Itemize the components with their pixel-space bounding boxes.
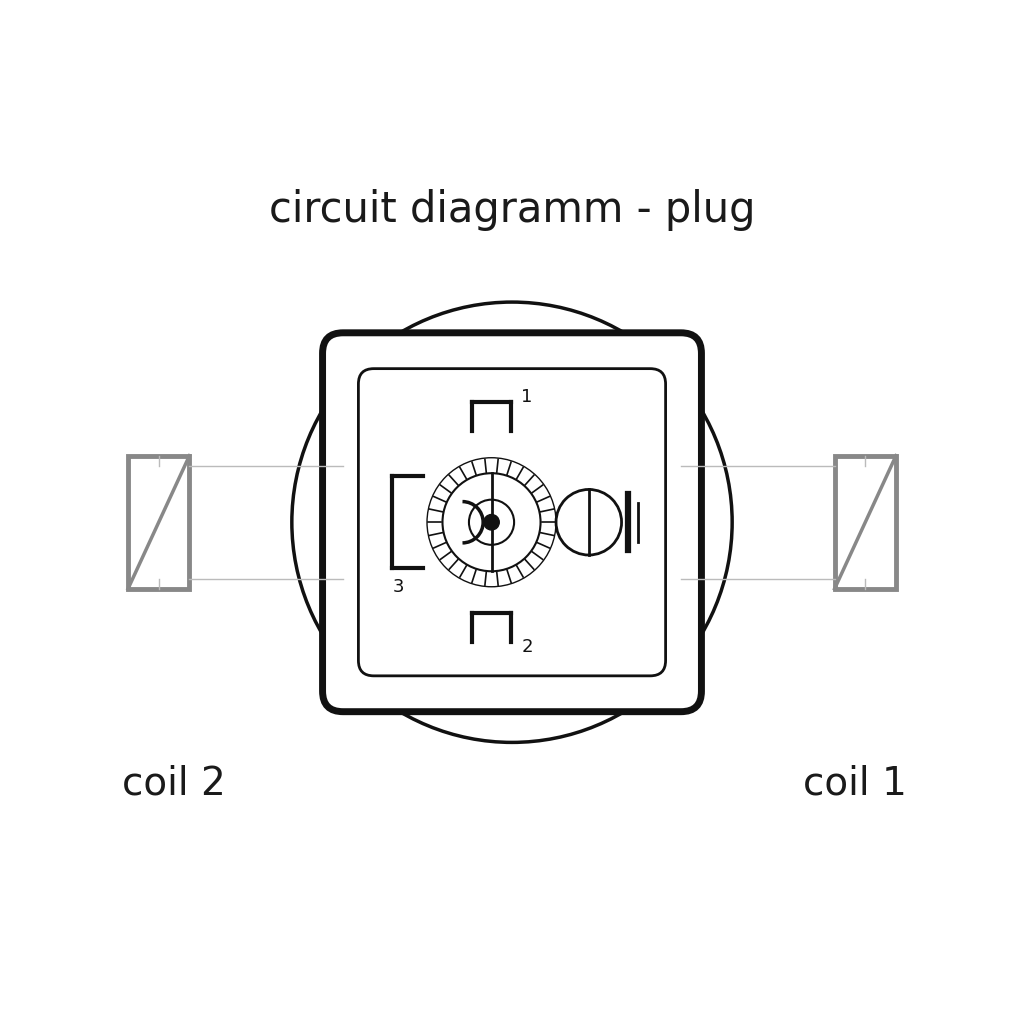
Bar bbox=[835, 456, 896, 589]
Text: coil 1: coil 1 bbox=[803, 764, 907, 803]
Circle shape bbox=[469, 500, 514, 545]
Text: 2: 2 bbox=[521, 638, 532, 656]
Text: 1: 1 bbox=[521, 388, 532, 407]
Text: 3: 3 bbox=[392, 578, 403, 596]
Circle shape bbox=[442, 473, 541, 571]
Bar bbox=[128, 456, 189, 589]
FancyBboxPatch shape bbox=[323, 333, 701, 712]
Circle shape bbox=[556, 489, 622, 555]
Circle shape bbox=[427, 458, 556, 587]
Text: circuit diagramm - plug: circuit diagramm - plug bbox=[268, 188, 756, 231]
Text: coil 2: coil 2 bbox=[122, 764, 226, 803]
Circle shape bbox=[483, 514, 500, 530]
FancyBboxPatch shape bbox=[358, 369, 666, 676]
